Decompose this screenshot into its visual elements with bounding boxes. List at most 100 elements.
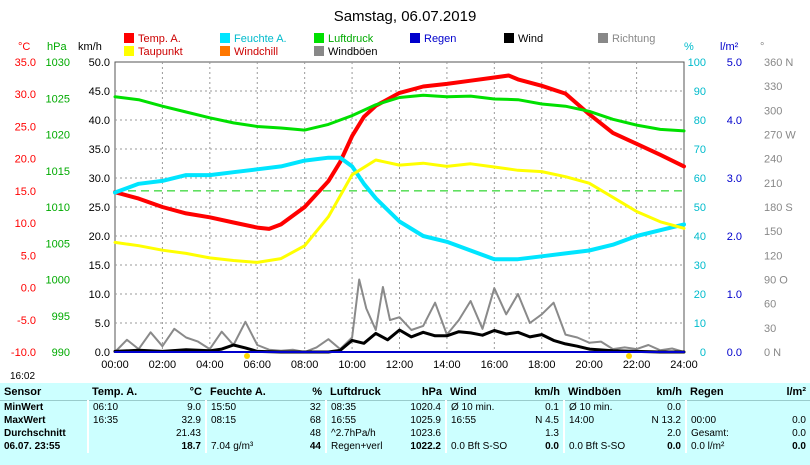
direction-tick-label: 0 N xyxy=(764,347,781,359)
x-tick-label: 02:00 xyxy=(149,359,177,371)
table-cell: 16:55 xyxy=(325,414,396,427)
row-label: MinWert xyxy=(4,402,44,413)
table-cell: 1022.2 xyxy=(410,441,441,452)
axis-unit-temp: °C xyxy=(18,41,30,53)
row-label: Durchschnitt xyxy=(4,428,66,439)
legend-item-gusts: Windböen xyxy=(314,46,378,58)
table-cell: Ø 10 min. xyxy=(445,400,516,414)
table-header-row: Sensor Temp. A. °C Feuchte A. % Luftdruc… xyxy=(0,383,810,401)
wind-tick-label: 35.0 xyxy=(89,144,110,156)
direction-tick-label: 120 xyxy=(764,250,782,262)
humidity-tick-label: 0 xyxy=(700,347,706,359)
wind-tick-label: 0.0 xyxy=(95,347,110,359)
temp-tick-label: 35.0 xyxy=(15,57,36,69)
temp-tick-label: 25.0 xyxy=(15,121,36,133)
x-tick-label: 14:00 xyxy=(433,359,461,371)
legend-label-temp: Temp. A. xyxy=(138,33,181,45)
direction-tick-label: 330 xyxy=(764,81,782,93)
rain-tick-label: 2.0 xyxy=(727,231,742,243)
table-cell: 1023.6 xyxy=(410,428,441,439)
humidity-tick-label: 20 xyxy=(694,289,706,301)
weather-chart: Samstag, 06.07.2019 Temp. A. Feuchte A. … xyxy=(11,8,796,371)
pressure-tick-label: 1005 xyxy=(46,238,70,250)
axis-unit-wind: km/h xyxy=(78,41,102,53)
legend-label-rain: Regen xyxy=(424,33,456,45)
table-cell: 00:00 xyxy=(685,414,750,427)
direction-tick-label: 300 xyxy=(764,105,782,117)
temp-tick-label: 5.0 xyxy=(21,250,36,262)
legend-swatch-gusts xyxy=(314,46,324,56)
legend-item-pressure: Luftdruck xyxy=(314,33,374,45)
table-cell: 0.0 l/m² xyxy=(685,440,750,453)
table-cell: 2.0 xyxy=(667,428,681,439)
x-tick-label: 24:00 xyxy=(670,359,698,371)
time-bar: 16:02 xyxy=(0,371,810,383)
x-tick-label: 22:00 xyxy=(623,359,651,371)
rain-tick-label: 4.0 xyxy=(727,115,742,127)
wind-tick-label: 30.0 xyxy=(89,173,110,185)
table-cell xyxy=(563,427,638,440)
table-cell: Gesamt: xyxy=(685,427,750,440)
pressure-tick-label: 995 xyxy=(52,311,70,323)
sunrise-marker xyxy=(244,353,250,359)
temp-tick-label: 15.0 xyxy=(15,186,36,198)
header-pressure: Luftdruck xyxy=(326,383,396,401)
table-cell: 44 xyxy=(309,441,321,452)
pressure-tick-label: 1015 xyxy=(46,166,70,178)
rain-tick-label: 3.0 xyxy=(727,173,742,185)
series-line-taupunkt xyxy=(113,158,686,264)
direction-tick-label: 240 xyxy=(764,154,782,166)
table-cell: 08:35 xyxy=(325,400,396,414)
direction-tick-label: 150 xyxy=(764,226,782,238)
legend: Temp. A. Feuchte A. Luftdruck Regen Wind… xyxy=(124,33,655,58)
table-row: 06.07. 23:55 18.7 7.04 g/m³ 44 Regen+verl 102… xyxy=(0,440,810,453)
axis-unit-humidity: % xyxy=(684,41,694,53)
axis-rain: 5.0 4.0 3.0 2.0 1.0 0.0 xyxy=(727,57,742,359)
humidity-tick-label: 50 xyxy=(694,202,706,214)
table-cell: 21.43 xyxy=(175,428,201,439)
table-cell: 1025.9 xyxy=(410,415,441,426)
table-cell: 06:10 xyxy=(87,400,146,414)
table-cell xyxy=(750,401,810,415)
legend-item-dewpoint: Taupunkt xyxy=(124,46,183,58)
wind-tick-label: 40.0 xyxy=(89,115,110,127)
legend-label-humidity: Feuchte A. xyxy=(234,33,287,45)
legend-item-windchill: Windchill xyxy=(220,46,278,58)
legend-label-pressure: Luftdruck xyxy=(328,33,374,45)
table-cell: 15:50 xyxy=(205,400,276,414)
table-cell xyxy=(685,400,750,414)
x-tick-label: 00:00 xyxy=(101,359,129,371)
table-row: MaxWert 16:35 32.9 08:15 68 16:55 1025.9 16:55 N… xyxy=(0,414,810,427)
current-time: 16:02 xyxy=(10,371,36,382)
humidity-tick-label: 100 xyxy=(688,57,706,69)
table-cell: 48 xyxy=(309,428,321,439)
legend-swatch-wind xyxy=(504,33,514,43)
legend-swatch-dewpoint xyxy=(124,46,134,56)
header-pressure-unit: hPa xyxy=(396,383,446,401)
table-cell: Ø 10 min. xyxy=(563,400,638,414)
pressure-tick-label: 1020 xyxy=(46,130,70,142)
legend-swatch-windchill xyxy=(220,46,230,56)
axis-x: 00:00 02:00 04:00 06:00 08:00 10:00 12:00 14:00… xyxy=(101,359,698,371)
table-cell: 9.0 xyxy=(187,402,201,413)
table-cell xyxy=(445,427,516,440)
table-cell: 0.0 xyxy=(545,441,559,452)
header-temp-unit: °C xyxy=(146,383,206,401)
legend-label-windchill: Windchill xyxy=(234,46,278,58)
axis-temp: 35.0 30.0 25.0 20.0 15.0 10.0 5.0 0.0 -5.0 -10.0 xyxy=(11,57,36,359)
table-cell: 0.0 xyxy=(792,428,806,439)
series-lines xyxy=(113,73,686,354)
x-tick-label: 12:00 xyxy=(386,359,414,371)
pressure-tick-label: 1030 xyxy=(46,57,70,69)
row-label: MaxWert xyxy=(4,415,46,426)
axis-pressure: 1030 1025 1020 1015 1010 1005 1000 995 990 xyxy=(46,57,70,359)
temp-tick-label: -5.0 xyxy=(17,315,36,327)
legend-label-direction: Richtung xyxy=(612,33,655,45)
table-cell: 0.0 Bft S-SO xyxy=(563,440,638,453)
humidity-tick-label: 90 xyxy=(694,86,706,98)
pressure-tick-label: 1010 xyxy=(46,202,70,214)
direction-tick-label: 180 S xyxy=(764,202,793,214)
series-line-wind xyxy=(113,328,686,354)
wind-tick-label: 50.0 xyxy=(89,57,110,69)
